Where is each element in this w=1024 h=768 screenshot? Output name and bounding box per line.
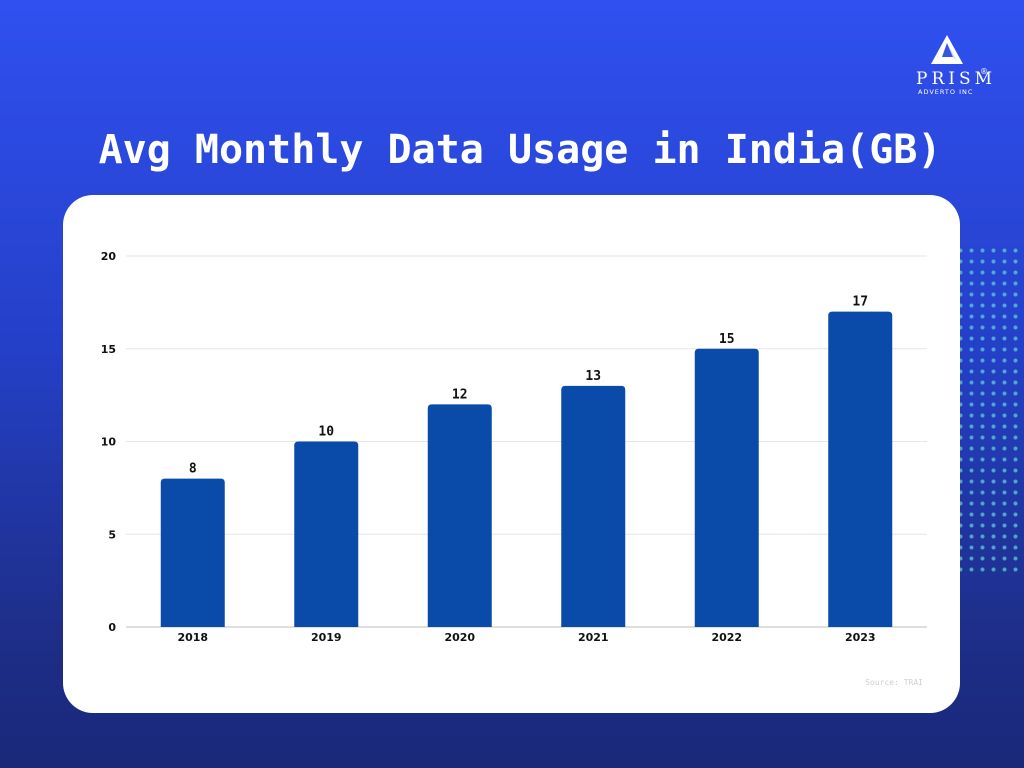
x-tick-label: 2020 xyxy=(444,631,475,644)
source-note: Source: TRAI xyxy=(865,678,923,687)
bar xyxy=(160,478,225,627)
bar xyxy=(694,348,759,627)
y-tick-label: 5 xyxy=(108,528,116,541)
dot-pattern-decoration xyxy=(955,245,1024,575)
data-label: 13 xyxy=(585,369,601,384)
logo-subtitle: ADVERTO INC xyxy=(918,88,974,96)
data-label: 15 xyxy=(719,332,735,347)
x-tick-label: 2022 xyxy=(711,631,742,644)
prism-triangle-icon xyxy=(931,35,963,64)
bar xyxy=(427,404,492,627)
registered-mark: ® xyxy=(980,67,988,76)
bar xyxy=(294,441,359,627)
y-tick-label: 10 xyxy=(101,436,117,449)
x-tick-label: 2018 xyxy=(177,631,208,644)
x-tick-label: 2019 xyxy=(311,631,342,644)
y-tick-label: 0 xyxy=(108,621,116,634)
bar-chart: 0 5 10 15 20 8 2018 10 2019 12 2020 13 2021 15 2022 17 2… xyxy=(101,250,927,644)
chart-card: 0 5 10 15 20 8 2018 10 2019 12 2020 13 2021 15 2022 17 2… xyxy=(63,195,960,713)
y-tick-label: 20 xyxy=(101,250,117,263)
bar xyxy=(828,311,893,627)
data-label: 12 xyxy=(452,387,468,402)
data-label: 8 xyxy=(189,462,197,477)
chart-title: Avg Monthly Data Usage in India(GB) xyxy=(98,127,942,173)
x-tick-label: 2021 xyxy=(578,631,609,644)
data-label: 17 xyxy=(852,295,868,310)
x-tick-label: 2023 xyxy=(845,631,876,644)
bar xyxy=(561,385,626,627)
y-tick-label: 15 xyxy=(101,343,116,356)
data-label: 10 xyxy=(318,425,334,440)
company-logo: PRISM ® ADVERTO INC xyxy=(906,34,996,104)
logo-wordmark: PRISM xyxy=(916,69,997,89)
